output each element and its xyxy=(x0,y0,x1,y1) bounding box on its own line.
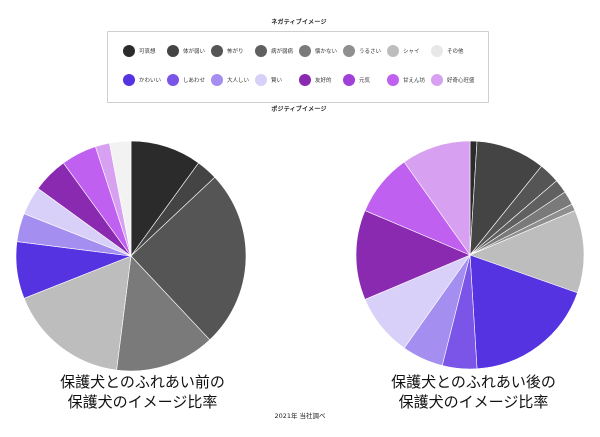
legend-item: シャイ xyxy=(387,45,420,57)
pie-slice xyxy=(23,255,132,371)
pie-slice xyxy=(469,210,585,294)
chart-caption-after: 保護犬とのふれあい後の 保護犬のイメージ比率 xyxy=(386,372,561,412)
legend-label: うるさい xyxy=(359,49,382,55)
legend-item: 可哀想 xyxy=(123,45,156,57)
caption-line-2: 保護犬のイメージ比率 xyxy=(67,393,218,411)
legend-swatch xyxy=(123,45,135,57)
legend-item: かわいい xyxy=(123,74,161,86)
legend-swatch xyxy=(255,74,267,86)
pie-slice xyxy=(109,140,132,257)
legend-label: 好奇心旺盛 xyxy=(447,78,475,84)
legend-label: 賢い xyxy=(271,78,283,84)
legend-swatch xyxy=(299,74,311,86)
legend-swatch xyxy=(343,45,355,57)
legend-label: シャイ xyxy=(403,49,420,55)
legend-swatch xyxy=(211,45,223,57)
legend-label: 怖がり xyxy=(227,49,244,55)
pie-slice xyxy=(355,210,471,300)
legend-title-negative: ネガティブイメージ xyxy=(271,19,327,26)
legend-item: 大人しい xyxy=(211,74,249,86)
legend-swatch xyxy=(255,45,267,57)
pie-slice xyxy=(130,176,247,341)
legend-item: 友好的 xyxy=(299,74,332,86)
caption-line-1: 保護犬とのふれあい後の xyxy=(391,373,556,391)
legend-item: その他 xyxy=(431,45,464,57)
legend-label: 懐かない xyxy=(315,49,338,55)
legend-item: 元気 xyxy=(343,74,370,86)
legend-swatch xyxy=(387,74,399,86)
legend-label: 甘えん坊 xyxy=(403,78,426,84)
legend-label: 友好的 xyxy=(315,78,332,84)
legend-label: しあわせ xyxy=(183,78,206,84)
chart-caption-before: 保護犬とのふれあい前の 保護犬のイメージ比率 xyxy=(40,372,245,412)
legend-item: 懐かない xyxy=(299,45,337,57)
legend-item: しあわせ xyxy=(167,74,205,86)
legend-swatch xyxy=(343,74,355,86)
pie-chart-before xyxy=(15,140,247,372)
legend-swatch xyxy=(387,45,399,57)
legend-label: かわいい xyxy=(139,78,162,84)
pie-chart-after xyxy=(355,140,585,370)
legend-item: 賢い xyxy=(255,74,282,86)
legend-label: その他 xyxy=(447,49,464,55)
legend-box xyxy=(107,31,489,103)
source-note: 2021年 当社調べ xyxy=(274,412,326,420)
legend-swatch xyxy=(167,45,179,57)
pie-slice xyxy=(469,254,578,370)
caption-line-2: 保護犬のイメージ比率 xyxy=(398,393,549,411)
legend-item: 甘えん坊 xyxy=(387,74,425,86)
pie-slice xyxy=(116,255,211,372)
legend-item: 体が弱い xyxy=(167,45,205,57)
pie-slice xyxy=(130,140,200,257)
legend-item: 病が弱病 xyxy=(255,45,293,57)
legend-label: 病が弱病 xyxy=(271,49,294,55)
legend-swatch xyxy=(431,45,443,57)
legend-item: うるさい xyxy=(343,45,381,57)
pie-slice xyxy=(403,140,471,256)
legend-label: 元気 xyxy=(359,78,371,84)
legend-swatch xyxy=(299,45,311,57)
legend-swatch xyxy=(123,74,135,86)
caption-line-1: 保護犬とのふれあい前の xyxy=(60,373,225,391)
legend-swatch xyxy=(431,74,443,86)
legend-label: 可哀想 xyxy=(139,49,156,55)
legend-item: 怖がり xyxy=(211,45,244,57)
legend-swatch xyxy=(211,74,223,86)
legend-label: 体が弱い xyxy=(183,49,206,55)
legend-label: 大人しい xyxy=(227,78,250,84)
legend-item: 好奇心旺盛 xyxy=(431,74,475,86)
legend-title-positive: ポジティブイメージ xyxy=(271,106,327,113)
legend-swatch xyxy=(167,74,179,86)
